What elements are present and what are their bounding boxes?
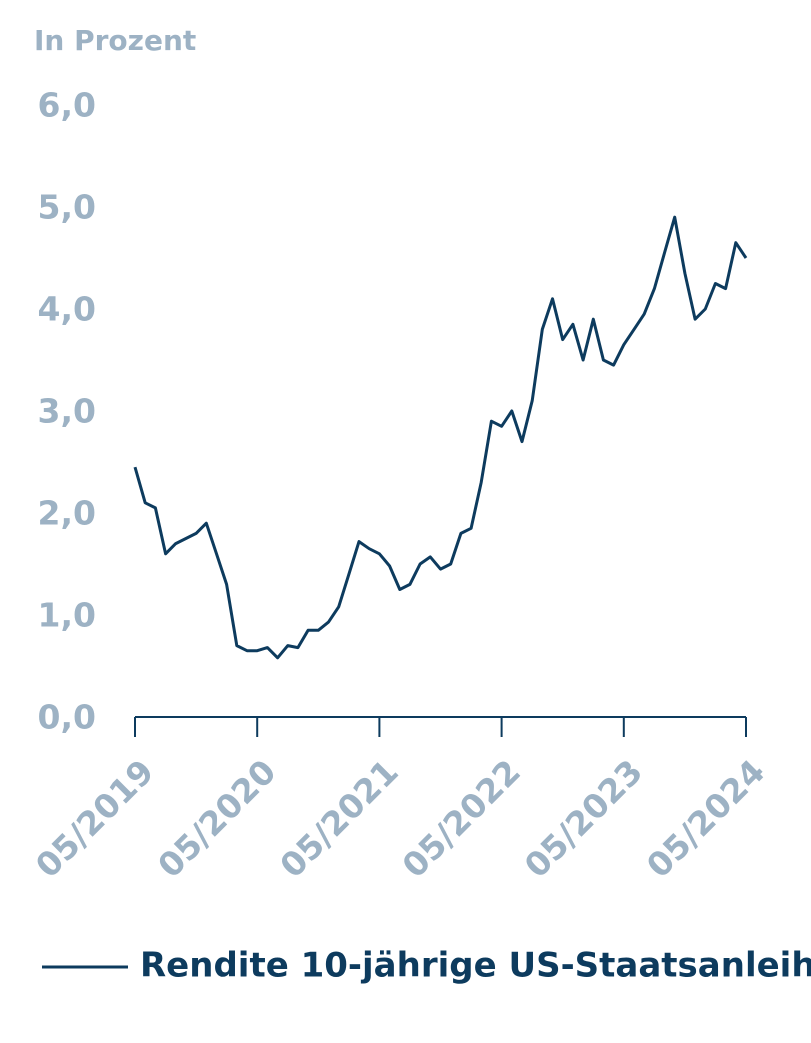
y-tick-label: 4,0 bbox=[38, 290, 96, 329]
y-tick-label: 2,0 bbox=[38, 494, 96, 533]
x-tick-label: 05/2022 bbox=[394, 752, 528, 886]
y-tick-label: 5,0 bbox=[38, 188, 96, 227]
legend-label: Rendite 10-jährige US-Staatsanleihe bbox=[140, 946, 811, 986]
x-tick-label: 05/2024 bbox=[639, 752, 773, 886]
y-axis-label: In Prozent bbox=[34, 24, 196, 57]
y-tick-label: 0,0 bbox=[38, 698, 96, 737]
y-tick-label: 3,0 bbox=[38, 392, 96, 431]
y-tick-label: 6,0 bbox=[38, 86, 96, 125]
x-tick-label: 05/2021 bbox=[272, 752, 406, 886]
x-tick-label: 05/2020 bbox=[150, 752, 284, 886]
x-tick-label: 05/2023 bbox=[517, 752, 651, 886]
series-line bbox=[133, 215, 748, 660]
x-tick-label: 05/2019 bbox=[28, 752, 162, 886]
y-tick-label: 1,0 bbox=[38, 596, 96, 635]
